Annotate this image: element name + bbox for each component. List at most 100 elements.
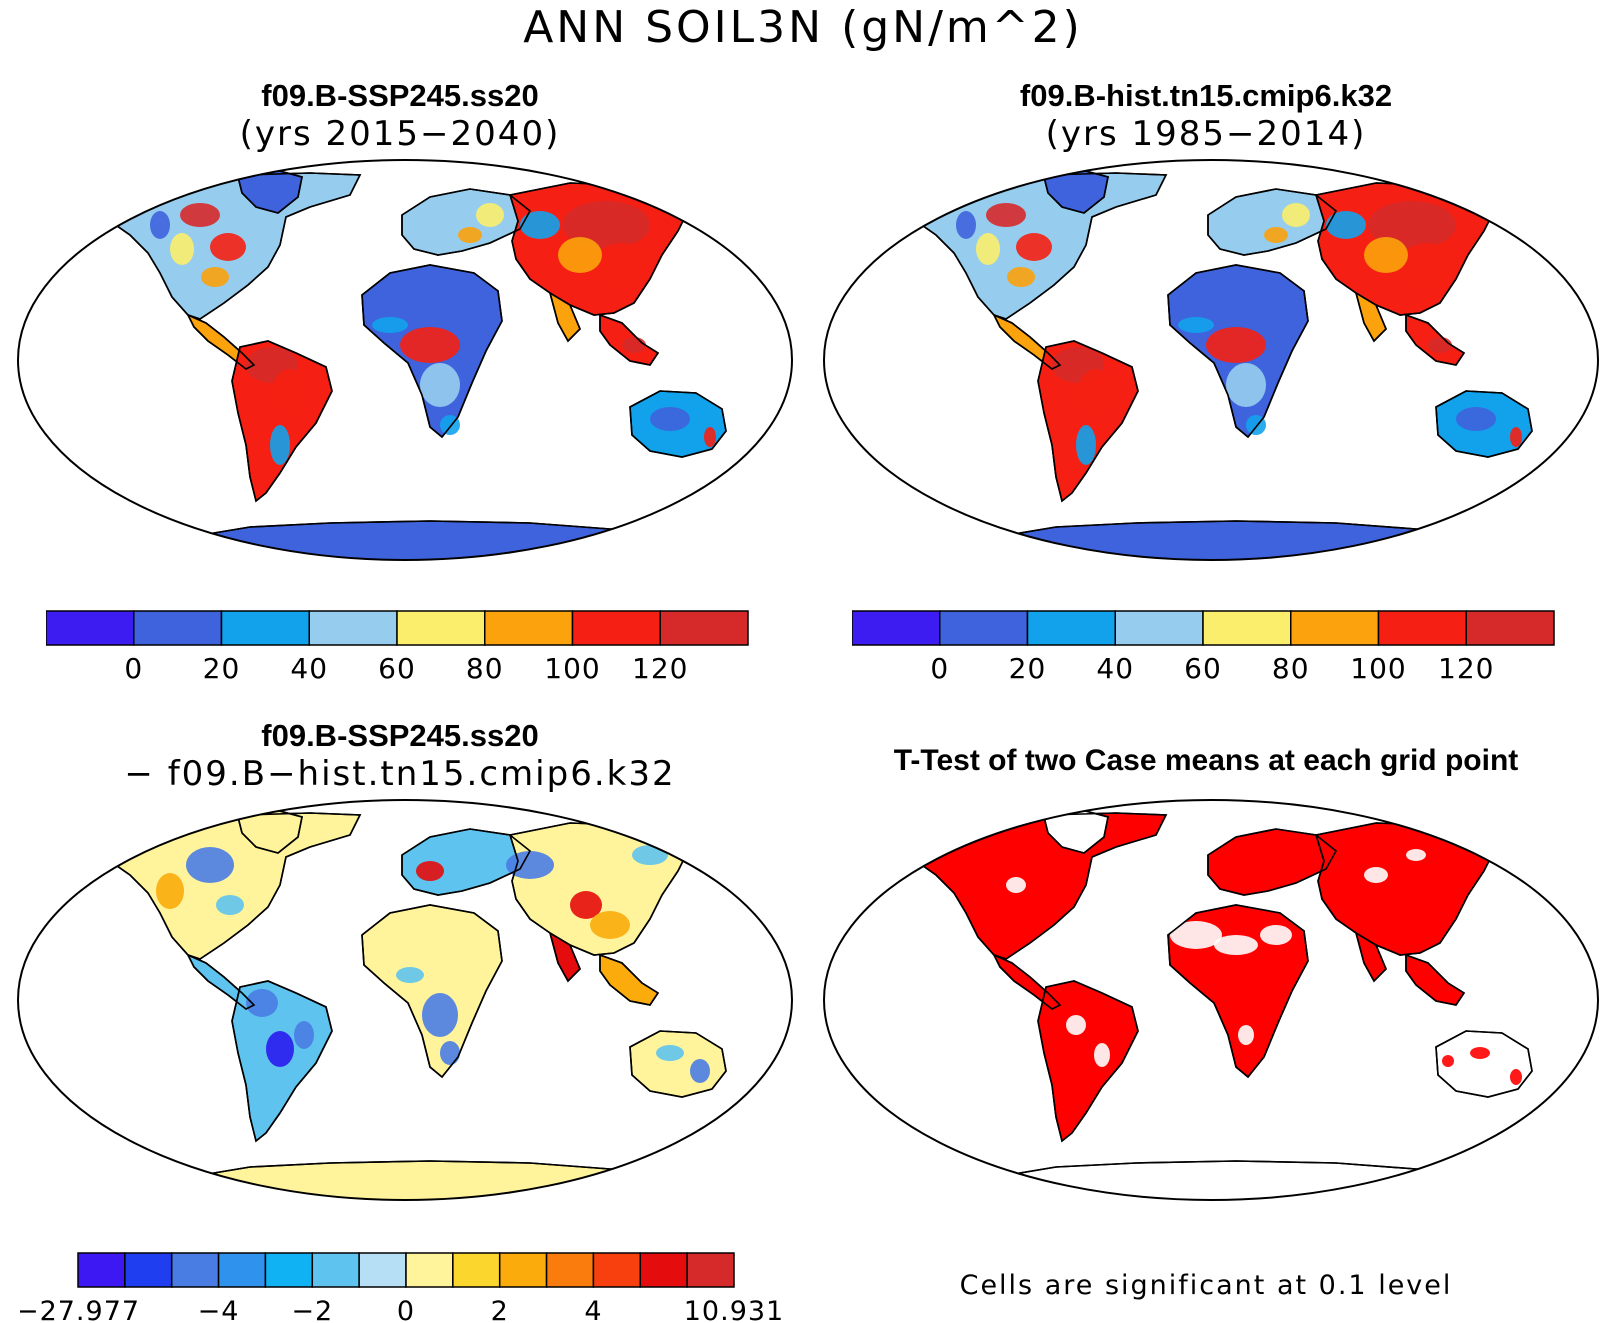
field-patch <box>294 1021 314 1049</box>
field-patch <box>400 327 460 363</box>
field-patch <box>1170 921 1222 949</box>
field-patch <box>1078 369 1114 413</box>
field-patch <box>976 233 1000 265</box>
field-patch <box>1007 267 1035 287</box>
colorbar-box <box>217 1252 267 1288</box>
colorbar-box <box>133 610 223 646</box>
coastline-southAmerica <box>231 340 333 503</box>
colorbar-tick-label: 20 <box>1009 652 1047 685</box>
coastline-centralAmerica <box>186 953 256 1010</box>
field-patch <box>458 227 482 243</box>
panel-control-years: (yrs 1985−2014) <box>1045 114 1367 154</box>
colorbar-box <box>571 610 661 646</box>
panel-diff-case-name: f09.B-SSP245.ss20 <box>261 718 539 753</box>
field-patch <box>440 1041 460 1065</box>
field-patch <box>986 203 1026 227</box>
coastline-australia <box>629 1030 727 1098</box>
continent-asia <box>1314 822 1497 956</box>
coastline-europe <box>401 828 532 896</box>
colorbar-box <box>396 610 486 646</box>
figure-title: ANN SOIL3N (gN/m^2) <box>523 2 1083 53</box>
field-patch <box>558 237 602 273</box>
colorbar-difference-labels: −27.977 −4 −2 0 2 4 10.931 <box>20 1296 784 1323</box>
map-ttest-border <box>823 799 1599 1201</box>
colorbar-tick-label: 4 <box>584 1296 602 1323</box>
coastline-centralAmerica <box>992 313 1062 370</box>
colorbar-tick-label: 80 <box>1272 652 1310 685</box>
coastline-southAmerica <box>231 980 333 1143</box>
colorbar-control-labels: 0 20 40 60 80 100 120 <box>930 652 1494 685</box>
colorbar-tick-label: 60 <box>1184 652 1222 685</box>
field-patch <box>464 849 496 869</box>
field-patch <box>210 233 246 261</box>
colorbar-box <box>308 610 398 646</box>
field-patch <box>570 891 602 919</box>
field-patch <box>562 201 650 249</box>
colorbar-tick-label: 100 <box>544 652 600 685</box>
field-patch <box>592 243 652 287</box>
colorbar-box <box>852 610 941 646</box>
field-patch <box>520 211 560 239</box>
panel-test-years: (yrs 2015−2040) <box>239 114 561 154</box>
field-patch <box>1066 1015 1086 1035</box>
colorbar-box <box>498 1252 548 1288</box>
colorbar-tick-label: −4 <box>198 1296 240 1323</box>
coastline-seAsia <box>599 313 660 366</box>
colorbar-box <box>686 1252 735 1288</box>
map-difference-land <box>89 808 791 1200</box>
coastline-india <box>1354 291 1387 343</box>
colorbar-tick-label: 20 <box>203 652 241 685</box>
colorbar-control: 0 20 40 60 80 100 120 <box>852 610 1555 685</box>
continent-seAsia <box>599 953 660 1006</box>
map-control-border <box>823 159 1599 561</box>
coastline-southAmerica <box>1037 980 1139 1143</box>
field-patch <box>398 285 442 305</box>
colorbar-box <box>1377 610 1467 646</box>
field-patch <box>590 911 630 939</box>
field-patch <box>1368 201 1456 249</box>
map-test-border <box>17 159 793 561</box>
coastline-antarctica <box>89 520 791 560</box>
colorbar-tick-label: 0 <box>397 1296 415 1323</box>
field-patch <box>420 363 460 407</box>
field-patch <box>272 369 308 413</box>
field-patch <box>372 317 408 333</box>
continent-australia <box>629 1030 727 1098</box>
field-patch <box>476 203 504 227</box>
panel-ttest-title: T-Test of two Case means at each grid po… <box>893 744 1519 777</box>
field-patch <box>1510 1069 1522 1085</box>
colorbar-box <box>452 1252 501 1288</box>
map-test <box>17 159 793 561</box>
field-patch <box>1428 337 1452 353</box>
colorbar-tick-label: 40 <box>290 652 328 685</box>
colorbar-box <box>405 1252 454 1288</box>
coastline-africa <box>1167 904 1309 1079</box>
colorbar-tick-label: 10.931 <box>684 1296 784 1323</box>
colorbar-box <box>592 1252 642 1288</box>
map-difference-border <box>17 799 793 1201</box>
coastline-india <box>1354 931 1387 983</box>
colorbar-box <box>1202 610 1292 646</box>
colorbar-tick-label: 120 <box>632 652 688 685</box>
field-patch <box>1264 227 1288 243</box>
coastline-africa <box>361 264 503 439</box>
panel-control-case-name: f09.B-hist.tn15.cmip6.k32 <box>1019 78 1393 113</box>
field-patch <box>1398 243 1458 287</box>
colorbar-box <box>659 610 749 646</box>
colorbar-tick-label: 120 <box>1438 652 1494 685</box>
colorbar-test-labels: 0 20 40 60 80 100 120 <box>124 652 688 685</box>
colorbar-tick-label: 0 <box>124 652 143 685</box>
colorbar-box <box>545 1252 595 1288</box>
coastline-india <box>548 931 581 983</box>
colorbar-box <box>939 610 1029 646</box>
field-patch <box>266 1031 294 1067</box>
field-patch <box>690 1059 710 1083</box>
colorbar-box <box>1114 610 1204 646</box>
colorbar-tick-label: −27.977 <box>20 1296 140 1323</box>
coastline-india <box>548 291 581 343</box>
colorbar-difference: −27.977 −4 −2 0 2 4 10.931 <box>20 1252 784 1323</box>
continent-seAsia <box>1405 953 1466 1006</box>
field-patch <box>1006 877 1026 893</box>
field-patch <box>956 211 976 239</box>
field-patch <box>422 993 458 1037</box>
